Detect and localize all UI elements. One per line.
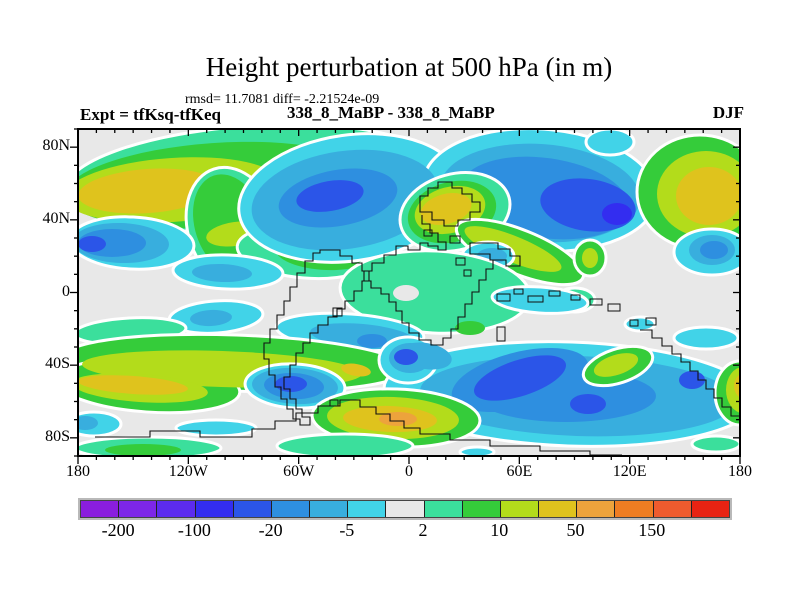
colorbar-cell <box>310 501 349 517</box>
colorbar-tick-label: 2 <box>418 520 428 540</box>
colorbar-cell <box>81 501 120 517</box>
colorbar-tick-label: -200 <box>101 520 135 540</box>
plot-title: Height perturbation at 500 hPa (in m) <box>205 52 613 82</box>
colorbar-cell <box>691 501 729 517</box>
x-tick-label: 120E <box>612 463 647 480</box>
x-tick-label: 60W <box>283 463 315 480</box>
x-tick-label: 180 <box>66 463 90 480</box>
y-tick-label: 0 <box>62 282 70 300</box>
colorbar-cell <box>157 501 196 517</box>
y-tick-label: 80N <box>42 137 70 155</box>
colorbar-cell <box>233 501 272 517</box>
colorbar-cell <box>577 501 616 517</box>
colorbar-tick-label: -20 <box>258 520 283 540</box>
colorbar <box>80 500 730 518</box>
stats-line: rmsd= 11.7081 diff= -2.21524e-09 <box>185 92 380 107</box>
colorbar-cell <box>386 501 425 517</box>
colorbar-tick-label: 10 <box>490 520 509 540</box>
colorbar-cell <box>348 501 387 517</box>
colorbar-tick-label: -100 <box>177 520 211 540</box>
colorbar-cell <box>500 501 540 517</box>
y-tick-label: 80S <box>45 427 70 445</box>
x-tick-label: 60E <box>506 463 533 480</box>
colorbar-cell <box>271 501 311 517</box>
colorbar-cell <box>119 501 158 517</box>
colorbar-cell <box>539 501 578 517</box>
x-tick-label: 120W <box>168 463 208 480</box>
y-tick-label: 40N <box>42 209 70 227</box>
colorbar-cell <box>653 501 692 517</box>
experiment-label: Expt = tfKsq-tfKeq <box>80 105 221 124</box>
x-tick-label: 180 <box>728 463 752 480</box>
colorbar-tick-label: 50 <box>566 520 585 540</box>
model-diff-label: 338_8_MaBP - 338_8_MaBP <box>287 103 495 122</box>
season-label: DJF <box>712 103 744 122</box>
y-tick-label: 40S <box>45 355 70 373</box>
colorbar-tick-label: -5 <box>339 520 355 540</box>
colorbar-cell <box>424 501 463 517</box>
x-tick-label: 0 <box>405 463 413 480</box>
colorbar-cell <box>462 501 501 517</box>
colorbar-tick-label: 150 <box>638 520 666 540</box>
contour-map <box>70 128 741 464</box>
colorbar-cell <box>615 501 654 517</box>
colorbar-cell <box>195 501 234 517</box>
